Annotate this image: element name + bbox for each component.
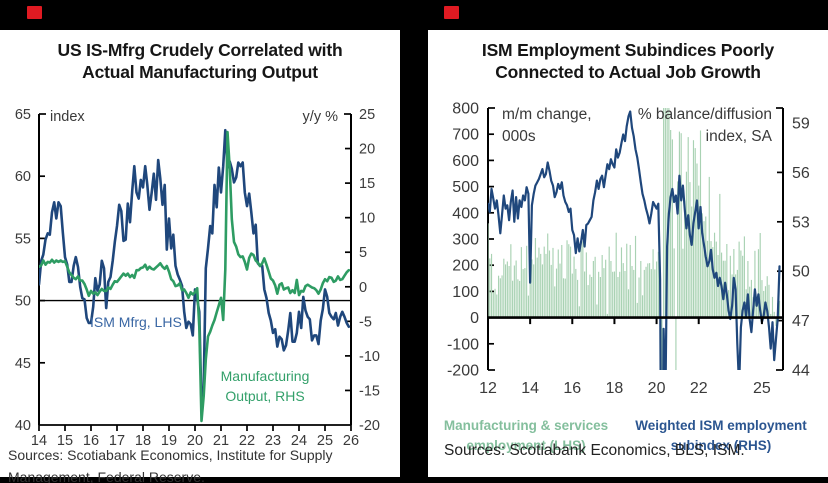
- svg-text:16: 16: [563, 380, 581, 397]
- legend-employment-bars: Manufacturing & services employment (LHS…: [443, 418, 609, 454]
- svg-text:5: 5: [359, 245, 367, 261]
- svg-text:18: 18: [135, 433, 151, 449]
- svg-text:100: 100: [452, 284, 479, 301]
- svg-text:% balance/diffusion: % balance/diffusion: [638, 106, 772, 123]
- svg-text:-20: -20: [359, 418, 380, 434]
- svg-text:21: 21: [213, 433, 229, 449]
- svg-text:10: 10: [359, 211, 375, 227]
- ism-mfrg-series-label: ISM Mfrg, LHS: [90, 314, 182, 330]
- svg-text:25: 25: [753, 380, 771, 397]
- svg-text:20: 20: [359, 142, 375, 158]
- left-source-note: Sources: Scotiabank Economics, Institute…: [8, 447, 333, 483]
- svg-text:-15: -15: [359, 383, 380, 399]
- right-chart-title-line2: Connected to Actual Job Growth: [495, 62, 761, 82]
- employment-subindex-chart: 800 700 600 500 400 300 200 100 0 -100 -200 59 56 53 5…: [447, 101, 810, 398]
- svg-text:25: 25: [317, 433, 333, 449]
- scotiabank-flag-logo: [27, 6, 42, 19]
- svg-text:500: 500: [452, 179, 479, 196]
- svg-text:300: 300: [452, 232, 479, 249]
- svg-text:59: 59: [792, 116, 810, 133]
- svg-text:17: 17: [109, 433, 125, 449]
- manufacturing-output-series-label: Manufacturing Output, RHS: [220, 368, 310, 404]
- left-chart-panel: US IS-Mfrg Crudely Correlated with Actua…: [0, 30, 400, 483]
- svg-text:20: 20: [187, 433, 203, 449]
- svg-text:0: 0: [470, 310, 479, 327]
- svg-text:53: 53: [792, 214, 810, 231]
- svg-text:16: 16: [83, 433, 99, 449]
- svg-text:-5: -5: [359, 314, 372, 330]
- svg-text:-10: -10: [359, 349, 380, 365]
- scotiabank-flag-logo: [444, 6, 459, 19]
- svg-text:40: 40: [15, 418, 31, 434]
- svg-text:22: 22: [690, 380, 708, 397]
- svg-text:47: 47: [792, 313, 810, 330]
- svg-text:m/m change,: m/m change,: [502, 106, 592, 123]
- svg-text:15: 15: [57, 433, 73, 449]
- svg-text:45: 45: [15, 356, 31, 372]
- panel-divider-bar: [399, 0, 428, 483]
- svg-text:24: 24: [291, 433, 307, 449]
- right-chart-title: ISM Employment Subindices Poorly Connect…: [428, 39, 828, 83]
- svg-text:index: index: [50, 109, 85, 125]
- svg-text:700: 700: [452, 127, 479, 144]
- svg-text:25: 25: [359, 107, 375, 123]
- svg-text:44: 44: [792, 363, 810, 380]
- svg-text:50: 50: [792, 264, 810, 281]
- svg-text:y/y %: y/y %: [303, 109, 339, 125]
- svg-text:0: 0: [359, 280, 367, 296]
- svg-text:400: 400: [452, 205, 479, 222]
- svg-text:800: 800: [452, 101, 479, 118]
- svg-text:14: 14: [31, 433, 47, 449]
- svg-text:65: 65: [15, 107, 31, 123]
- right-source-note: Sources: Scotiabank Economics, BLS, ISM.: [444, 442, 745, 459]
- left-chart-title-line2: Actual Manufacturing Output: [82, 62, 318, 82]
- svg-text:600: 600: [452, 153, 479, 170]
- svg-text:-200: -200: [447, 363, 479, 380]
- svg-text:-100: -100: [447, 336, 479, 353]
- left-chart-title: US IS-Mfrg Crudely Correlated with Actua…: [0, 39, 400, 83]
- svg-text:22: 22: [239, 433, 255, 449]
- svg-text:18: 18: [606, 380, 624, 397]
- svg-text:000s: 000s: [502, 128, 536, 145]
- svg-text:56: 56: [792, 165, 810, 182]
- right-chart-panel: ISM Employment Subindices Poorly Connect…: [428, 30, 828, 477]
- svg-text:index, SA: index, SA: [706, 128, 773, 145]
- svg-text:50: 50: [15, 294, 31, 310]
- svg-text:20: 20: [648, 380, 666, 397]
- svg-text:23: 23: [265, 433, 281, 449]
- left-chart-title-line1: US IS-Mfrg Crudely Correlated with: [57, 40, 343, 60]
- svg-text:19: 19: [161, 433, 177, 449]
- bottom-black-band: [0, 477, 828, 483]
- right-chart-title-line1: ISM Employment Subindices Poorly: [481, 40, 775, 60]
- svg-text:12: 12: [479, 380, 497, 397]
- legend-ism-subindex-line: Weighted ISM employment subindex (RHS): [635, 418, 807, 454]
- svg-text:200: 200: [452, 258, 479, 275]
- svg-text:26: 26: [343, 433, 359, 449]
- svg-text:15: 15: [359, 176, 375, 192]
- svg-text:60: 60: [15, 169, 31, 185]
- svg-text:55: 55: [15, 231, 31, 247]
- svg-text:14: 14: [521, 380, 539, 397]
